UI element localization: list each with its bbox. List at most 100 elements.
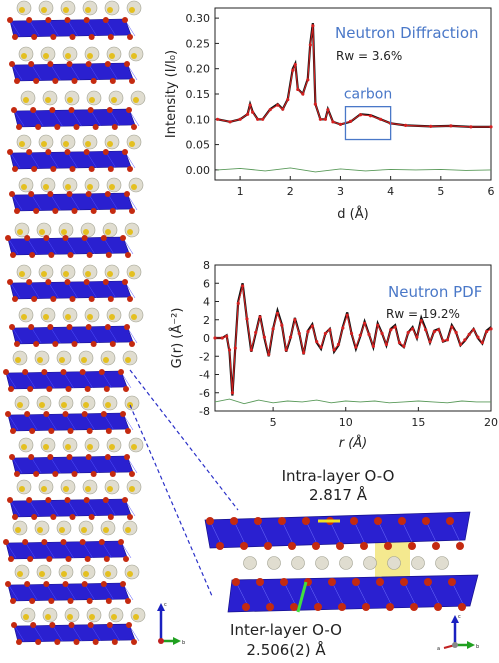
triad2-label-c: c [458,614,461,620]
cation-core [21,53,27,59]
zoom-oxygen-atom [456,542,464,550]
chart2-ytick-label: 6 [203,277,210,290]
oxygen-atom [29,598,36,604]
oxygen-atom [102,497,109,503]
chart2-calc-point [471,328,476,332]
layer-edge [124,19,136,37]
chart1-calc-point [379,117,383,121]
oxygen-atom [26,149,33,155]
oxygen-atom [66,454,73,460]
cation-core [133,97,139,103]
oxygen-atom [86,428,93,434]
layer-edge [50,326,61,344]
axis-triad-right: c b a [437,614,479,652]
chart2-calc-point [458,342,463,346]
oxygen-atom [31,296,38,302]
chart1-ytick-label: 0.25 [186,37,211,50]
oxygen-atom [107,514,114,520]
oxygen-atom [30,107,37,113]
chart2-calc-point [315,340,319,344]
cation-core [127,571,133,577]
cation-core [89,614,95,620]
cation-core [127,229,133,235]
layer-edge [107,456,119,474]
cation-core [83,402,89,408]
cation-core [23,614,29,620]
zoom-oxygen-atom [256,578,264,586]
layer-edge [30,326,42,344]
chart1-xtick-label: 1 [237,185,244,198]
cation-core [83,229,89,235]
zoom-oxygen-atom [432,542,440,550]
oxygen-atom [65,386,72,392]
oxygen-atom [12,514,18,520]
layer-edge [101,371,113,389]
layer-edge [107,193,119,211]
oxygen-atom [47,454,54,460]
layer-edge [7,237,19,255]
chart2-calc-point [220,336,224,340]
oxygen-atom [35,639,42,645]
zoom-oxygen-atom [448,578,456,586]
layer-edge [88,63,99,81]
chart1-rw: Rw = 3.6% [336,49,402,63]
oxygen-atom [9,61,15,67]
oxygen-atom [109,471,116,477]
layer-edge [67,499,78,517]
layer-edge [26,237,38,255]
cation-core [39,571,45,577]
chart2-calc-point [297,331,301,336]
chart2-ytick-label: -4 [199,369,210,382]
layer-edge [7,583,19,601]
oxygen-atom [28,61,35,67]
cation-core [59,357,65,363]
zoom-oxygen-atom [408,542,416,550]
layer-edge [109,624,121,642]
chart2-ytick-label: -2 [199,350,210,363]
oxygen-atom [52,471,59,477]
cation-core [85,486,91,492]
oxygen-atom [52,341,59,347]
layer-edge [48,281,59,299]
oxygen-atom [33,471,40,477]
cation-core [111,97,117,103]
zoom-oxygen-atom [254,517,262,525]
cation-core [19,271,25,277]
oxygen-atom [69,34,76,40]
oxygen-atom [71,471,78,477]
layer-edge [28,281,40,299]
oxygen-atom [127,514,133,520]
oxygen-atom [35,124,42,130]
oxygen-atom [66,61,73,67]
zoom-edge [259,581,273,607]
oxygen-atom [88,296,95,302]
oxygen-atom [8,556,14,562]
oxygen-atom [5,235,11,241]
layer-edge [46,237,57,255]
oxygen-atom [79,539,86,545]
oxygen-atom [92,639,99,645]
layer-edge [26,583,38,601]
zoom-oxygen-atom [328,578,336,586]
chart2-calc-point [258,315,262,319]
triad-label-c: c [164,602,167,608]
carbon-region-box [344,105,392,141]
oxygen-atom [88,514,95,520]
oxygen-atom [127,34,133,40]
chart2-series-difference [214,398,491,405]
chart2-calc-point [306,330,310,334]
zoom-edge [427,581,441,607]
oxygen-atom [68,107,75,113]
oxygen-atom [28,191,35,197]
chart2-calc-point [280,323,284,327]
cation-core [65,444,71,450]
chart2-calc-point [397,340,402,345]
layer-edge [11,63,23,81]
cation-core [43,314,49,320]
chart1-calc-point [326,108,330,112]
oxygen-atom [65,556,72,562]
oxygen-atom [73,639,80,645]
oxygen-atom [31,166,38,172]
oxygen-atom [24,235,31,241]
